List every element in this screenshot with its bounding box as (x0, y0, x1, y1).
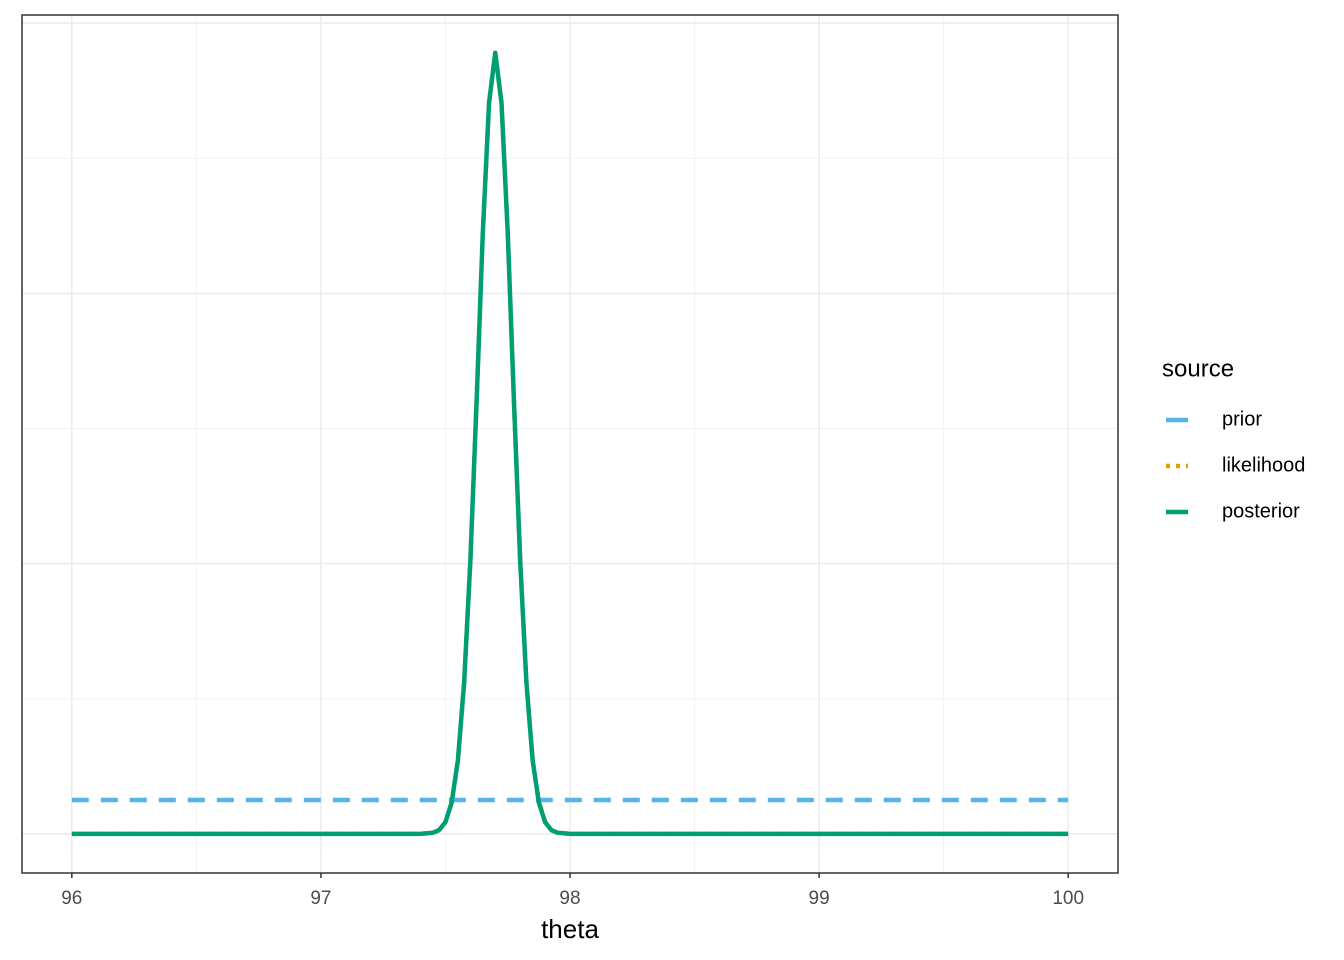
legend-label: likelihood (1222, 454, 1305, 476)
line-posterior (71, 50, 1069, 837)
x-tick-label: 96 (61, 888, 82, 909)
x-tick-label: 99 (809, 888, 830, 909)
panel-border (21, 14, 1119, 874)
x-tick-label: 100 (1052, 888, 1084, 909)
legend-label: prior (1222, 408, 1262, 430)
x-tick-label: 98 (559, 888, 580, 909)
x-tick-label: 97 (310, 888, 331, 909)
legend-title: source (1162, 355, 1234, 382)
legend-label: posterior (1222, 500, 1300, 522)
x-axis-label: theta (541, 914, 599, 944)
